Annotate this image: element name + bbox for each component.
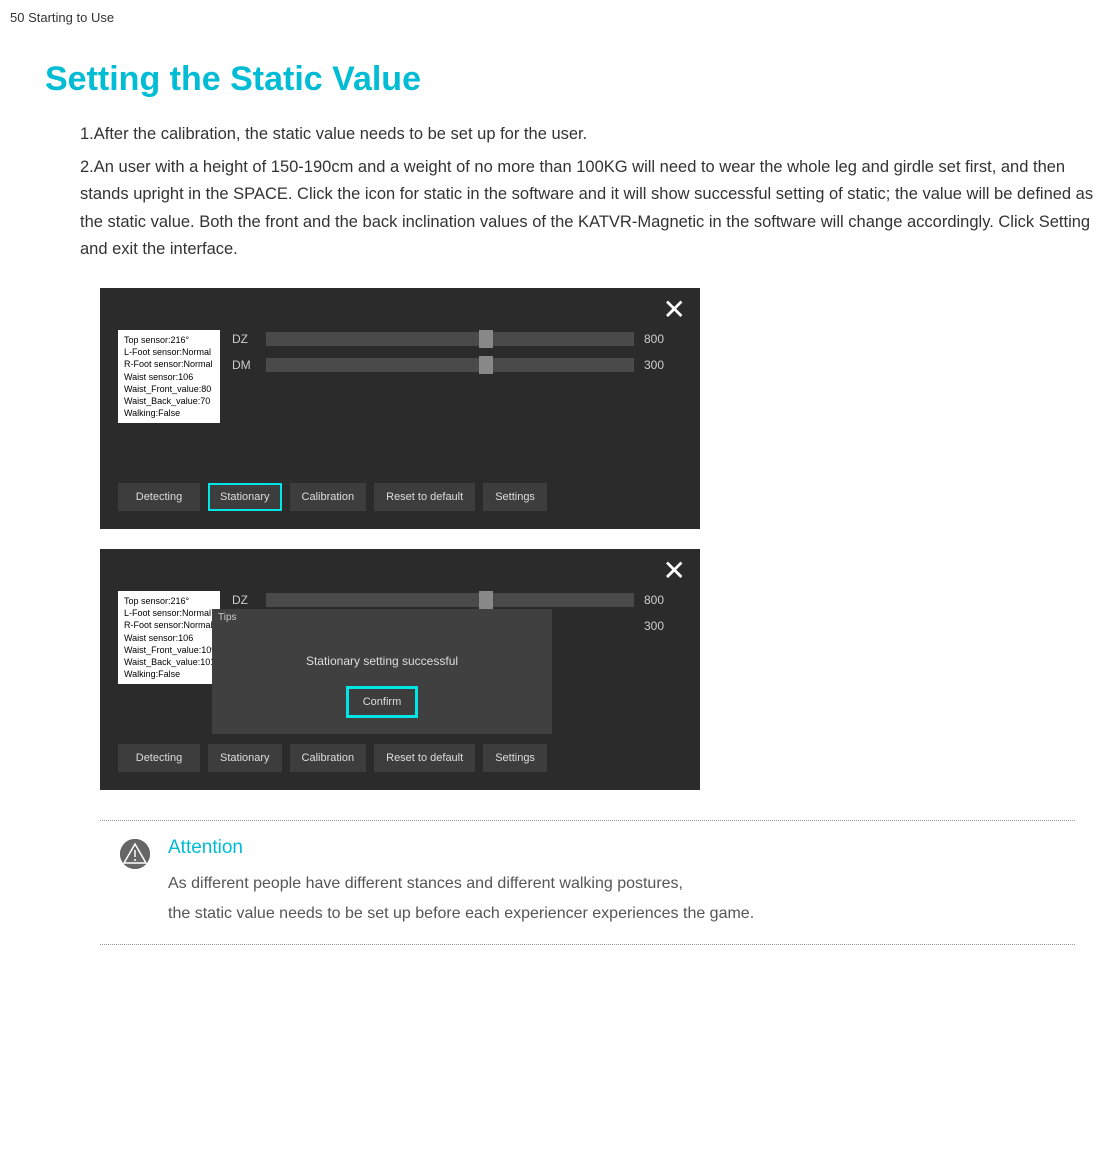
dm-slider[interactable] — [266, 358, 634, 372]
dz-slider-thumb[interactable] — [479, 330, 493, 348]
sensor-line: Waist_Front_value:109 — [124, 644, 214, 656]
settings-button[interactable]: Settings — [483, 483, 547, 511]
paragraph-2: 2.An user with a height of 150-190cm and… — [80, 154, 1095, 263]
sliders-area: DZ 800 DM 300 — [232, 330, 682, 384]
sensor-line: Waist_Back_value:70 — [124, 395, 214, 407]
confirm-button[interactable]: Confirm — [346, 686, 419, 718]
dz-label: DZ — [232, 593, 256, 607]
attention-line: the static value needs to be set up befo… — [168, 899, 1075, 929]
sensor-line: L-Foot sensor:Normal — [124, 607, 214, 619]
settings-button[interactable]: Settings — [483, 744, 547, 772]
button-row: Detecting Stationary Calibration Reset t… — [118, 483, 682, 511]
dz-label: DZ — [232, 332, 256, 346]
sensor-line: Walking:False — [124, 668, 214, 680]
attention-content: Attention As different people have diffe… — [168, 837, 1075, 930]
tips-message: Stationary setting successful — [222, 654, 542, 668]
sensor-line: Waist_Front_value:80 — [124, 383, 214, 395]
page-header: 50 Starting to Use — [10, 10, 1075, 25]
calibration-button[interactable]: Calibration — [290, 744, 367, 772]
dm-slider-thumb[interactable] — [479, 356, 493, 374]
body-text: 1.After the calibration, the static valu… — [80, 121, 1095, 263]
settings-panel-1: ✕ Top sensor:216° L-Foot sensor:Normal R… — [100, 288, 700, 529]
dm-slider-row: DM 300 — [232, 358, 678, 372]
paragraph-1: 1.After the calibration, the static valu… — [80, 121, 1095, 148]
close-icon[interactable]: ✕ — [663, 296, 686, 324]
dm-label: DM — [232, 358, 256, 372]
reset-default-button[interactable]: Reset to default — [374, 483, 475, 511]
dz-slider-thumb[interactable] — [479, 591, 493, 609]
page-title: Setting the Static Value — [45, 60, 1075, 99]
dz-slider[interactable] — [266, 593, 634, 607]
dz-slider[interactable] — [266, 332, 634, 346]
dz-slider-row: DZ 800 — [232, 593, 678, 607]
sensor-line: Waist sensor:106 — [124, 371, 214, 383]
sensor-line: R-Foot sensor:Normal — [124, 619, 214, 631]
warning-icon — [120, 839, 150, 869]
sensor-readout: Top sensor:216° L-Foot sensor:Normal R-F… — [118, 330, 220, 423]
dm-value: 300 — [644, 619, 678, 633]
sensor-line: R-Foot sensor:Normal — [124, 358, 214, 370]
sensor-line: Top sensor:216° — [124, 595, 214, 607]
stationary-button[interactable]: Stationary — [208, 744, 282, 772]
tips-header: Tips — [212, 609, 552, 626]
dz-value: 800 — [644, 332, 678, 346]
tips-dialog: Tips Stationary setting successful Confi… — [212, 609, 552, 734]
settings-panel-2: ✕ Top sensor:216° L-Foot sensor:Normal R… — [100, 549, 700, 790]
sensor-line: Waist_Back_value:101 — [124, 656, 214, 668]
dz-slider-row: DZ 800 — [232, 332, 678, 346]
reset-default-button[interactable]: Reset to default — [374, 744, 475, 772]
attention-text: As different people have different stanc… — [168, 869, 1075, 930]
sensor-line: Top sensor:216° — [124, 334, 214, 346]
sensor-line: L-Foot sensor:Normal — [124, 346, 214, 358]
attention-title: Attention — [168, 837, 1075, 859]
calibration-button[interactable]: Calibration — [290, 483, 367, 511]
dm-value: 300 — [644, 358, 678, 372]
screenshot-panels: ✕ Top sensor:216° L-Foot sensor:Normal R… — [100, 288, 1075, 790]
button-row: Detecting Stationary Calibration Reset t… — [118, 744, 682, 772]
detecting-button[interactable]: Detecting — [118, 483, 200, 511]
sensor-readout: Top sensor:216° L-Foot sensor:Normal R-F… — [118, 591, 220, 684]
dz-value: 800 — [644, 593, 678, 607]
detecting-button[interactable]: Detecting — [118, 744, 200, 772]
stationary-button[interactable]: Stationary — [208, 483, 282, 511]
close-icon[interactable]: ✕ — [663, 557, 686, 585]
attention-block: Attention As different people have diffe… — [100, 820, 1075, 945]
sensor-line: Walking:False — [124, 407, 214, 419]
attention-line: As different people have different stanc… — [168, 869, 1075, 899]
sensor-line: Waist sensor:106 — [124, 632, 214, 644]
